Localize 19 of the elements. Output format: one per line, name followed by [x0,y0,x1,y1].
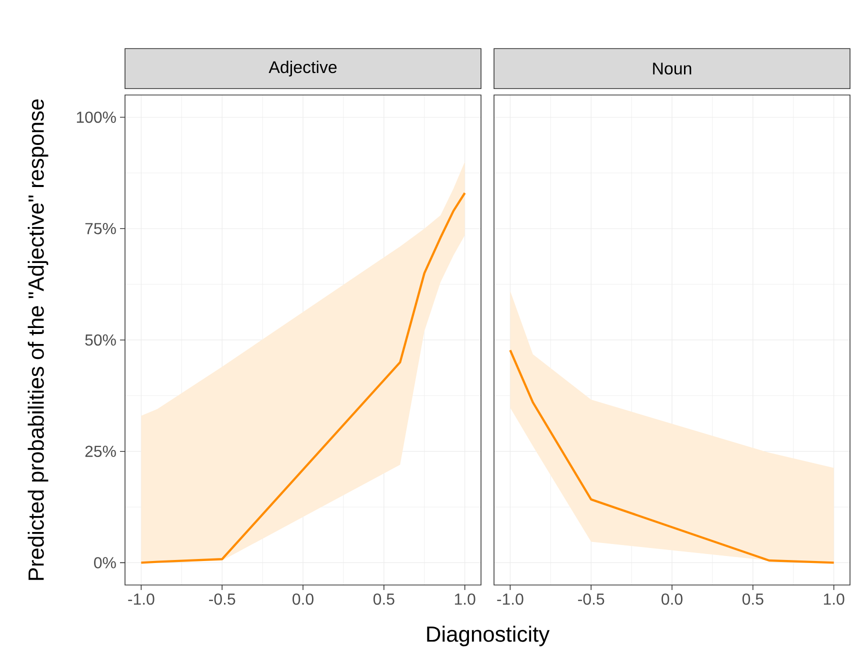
y-axis-title: Predicted probabilities of the "Adjective" response [28,99,48,580]
x-tick-label: -1.0 [128,594,154,605]
x-tick-label: 0.5 [373,594,394,605]
y-tick-label: 25% [85,446,116,457]
y-tick-label: 100% [76,112,116,123]
x-tick-label: -0.5 [578,594,604,605]
y-tick-label: 0% [94,557,116,568]
x-tick-label: 1.0 [454,594,476,605]
x-axis-title: Diagnosticity [427,626,550,646]
y-tick-label: 75% [85,223,116,234]
x-tick-label: 0.0 [292,594,314,605]
x-tick-label: 1.0 [824,594,844,605]
x-tick-label: -0.5 [209,594,236,605]
chart-title: Adjective [268,60,337,76]
y-tick-label: 50% [85,334,116,346]
chart-title: Noun [653,62,692,75]
x-tick-label: 0.5 [742,594,764,605]
x-tick-label: -1.0 [497,594,524,605]
x-tick-label: 0.0 [662,594,682,605]
